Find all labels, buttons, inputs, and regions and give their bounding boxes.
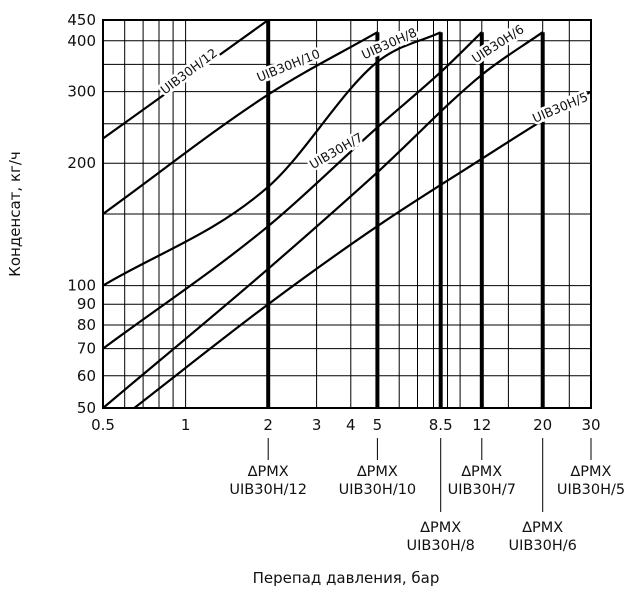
y-tick-label: 80 xyxy=(77,316,96,334)
pmx-label: ∆PMX xyxy=(247,464,289,480)
series-line xyxy=(102,31,483,350)
plot-border xyxy=(102,19,592,409)
series-label: UIB30H/5 xyxy=(530,89,590,126)
x-tick-label: 4 xyxy=(346,416,356,434)
pmx-label: ∆PMX xyxy=(570,464,612,480)
x-tick-label: 5 xyxy=(373,416,383,434)
pmx-model-label: UIB30H/10 xyxy=(339,482,417,498)
y-tick-label: 450 xyxy=(67,11,96,29)
pmx-label: ∆PMX xyxy=(460,464,502,480)
x-axis-title: Перепад давления, бар xyxy=(253,569,440,587)
series-line xyxy=(102,31,544,409)
pmx-label: ∆PMX xyxy=(419,520,461,536)
x-tick-label: 20 xyxy=(533,416,552,434)
y-tick-label: 300 xyxy=(67,83,96,101)
series-line xyxy=(102,31,442,287)
x-tick-label: 8.5 xyxy=(429,416,453,434)
series-label: UIB30H/6 xyxy=(469,21,527,66)
pmx-model-label: UIB30H/7 xyxy=(448,482,516,498)
series-line xyxy=(102,31,378,215)
plot-frame xyxy=(102,19,592,409)
y-tick-label: 60 xyxy=(77,367,96,385)
x-tick-label: 3 xyxy=(312,416,322,434)
pmx-label: ∆PMX xyxy=(356,464,398,480)
y-tick-label: 200 xyxy=(67,154,96,172)
x-tick-label: 30 xyxy=(581,416,600,434)
x-tick-label: 2 xyxy=(263,416,273,434)
pmx-label: ∆PMX xyxy=(521,520,563,536)
pmx-model-label: UIB30H/8 xyxy=(407,538,475,554)
y-tick-label: 70 xyxy=(77,340,96,358)
x-tick-labels: 0.5 1 2 3 4 5 8.5 12 20 30 xyxy=(91,416,600,434)
series-curves xyxy=(102,19,592,409)
y-tick-label: 100 xyxy=(67,277,96,295)
series-label: UIB30H/10 xyxy=(255,46,323,85)
x-tick-label: 12 xyxy=(472,416,491,434)
x-tick-label: 1 xyxy=(181,416,191,434)
y-tick-label: 400 xyxy=(67,32,96,50)
y-tick-label: 90 xyxy=(77,295,96,313)
pmx-model-label: UIB30H/6 xyxy=(509,538,577,554)
y-tick-label: 50 xyxy=(77,399,96,417)
pmx-model-label: UIB30H/5 xyxy=(557,482,625,498)
pmx-model-label: UIB30H/12 xyxy=(229,482,307,498)
series-label: UIB30H/12 xyxy=(157,45,219,97)
series-line xyxy=(133,90,592,409)
y-axis-title: Конденсат, кг/ч xyxy=(6,151,24,277)
series-line xyxy=(102,19,269,140)
pmx-annotations: ∆PMX UIB30H/12 ∆PMX UIB30H/10 ∆PMX UIB30H/8 ∆P… xyxy=(229,438,625,554)
x-tick-label: 0.5 xyxy=(91,416,115,434)
